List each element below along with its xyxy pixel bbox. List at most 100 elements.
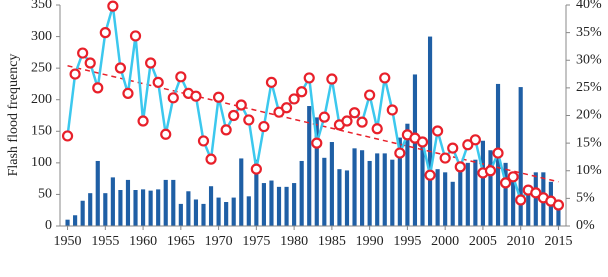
ratio-marker bbox=[303, 72, 315, 84]
bar bbox=[405, 123, 410, 226]
ratio-marker bbox=[326, 73, 338, 85]
bar bbox=[224, 202, 229, 226]
bar bbox=[254, 159, 259, 226]
bar bbox=[95, 160, 100, 226]
bar bbox=[171, 179, 176, 226]
bar bbox=[103, 193, 108, 226]
ratio-marker bbox=[499, 177, 512, 189]
bar bbox=[526, 188, 531, 226]
ratio-marker bbox=[379, 72, 391, 84]
ratio-marker bbox=[484, 165, 497, 177]
bar bbox=[352, 148, 357, 226]
bar bbox=[292, 183, 297, 226]
ratio-marker bbox=[356, 116, 368, 128]
ratio-marker bbox=[265, 76, 278, 88]
bar bbox=[518, 87, 523, 226]
bar bbox=[80, 200, 85, 226]
ratio-marker bbox=[386, 104, 398, 116]
bar bbox=[193, 199, 199, 226]
ratio-marker bbox=[92, 82, 104, 94]
ratio-marker bbox=[432, 125, 444, 137]
bar bbox=[458, 169, 463, 226]
x-tick-label: 2000 bbox=[431, 234, 459, 249]
bar bbox=[65, 219, 70, 226]
bar bbox=[503, 162, 508, 226]
ratio-marker bbox=[462, 139, 474, 151]
ratio-marker bbox=[296, 86, 308, 98]
bar bbox=[269, 180, 274, 226]
y-tick-label: 250 bbox=[31, 60, 52, 75]
ratio-marker bbox=[84, 57, 96, 69]
y2-tick-label: 0% bbox=[576, 218, 595, 233]
bar bbox=[322, 157, 327, 226]
bar bbox=[382, 153, 387, 226]
ratio-marker bbox=[114, 62, 127, 74]
ratio-marker bbox=[250, 163, 262, 175]
x-tick-label: 1995 bbox=[393, 234, 421, 249]
ratio-marker bbox=[469, 134, 481, 146]
bar bbox=[261, 183, 266, 226]
bar bbox=[118, 190, 123, 226]
ratio-marker bbox=[235, 99, 247, 111]
bar bbox=[314, 117, 319, 226]
y2-tick-label: 20% bbox=[576, 108, 602, 123]
x-tick-label: 1975 bbox=[242, 234, 270, 249]
y-tick-label: 0 bbox=[45, 218, 52, 233]
x-tick-label: 2015 bbox=[544, 234, 572, 249]
x-tick-label: 1960 bbox=[129, 234, 157, 249]
ratio-marker bbox=[394, 147, 406, 159]
y2-tick-label: 30% bbox=[576, 52, 602, 67]
bar bbox=[178, 203, 183, 226]
x-tick-label: 2005 bbox=[469, 234, 497, 249]
bar bbox=[337, 169, 342, 226]
bar bbox=[239, 158, 244, 226]
x-tick-label: 1990 bbox=[356, 234, 384, 249]
ratio-marker bbox=[424, 169, 436, 181]
ratio-marker bbox=[552, 199, 565, 211]
bar bbox=[344, 170, 350, 226]
bar bbox=[140, 189, 146, 226]
ratio-marker bbox=[99, 27, 111, 39]
ratio-marker bbox=[341, 115, 353, 127]
ratio-marker bbox=[439, 152, 451, 164]
bar bbox=[427, 36, 433, 227]
ratio-marker bbox=[190, 90, 202, 102]
ratio-marker bbox=[318, 111, 330, 123]
ratio-line bbox=[66, 5, 560, 207]
bar bbox=[133, 190, 138, 226]
ratio-marker bbox=[492, 147, 504, 159]
bar bbox=[367, 160, 372, 226]
bar bbox=[360, 150, 365, 226]
ratio-marker bbox=[212, 91, 225, 103]
ratio-marker bbox=[129, 30, 142, 42]
bar bbox=[329, 142, 334, 226]
x-tick-label: 1980 bbox=[280, 234, 308, 249]
ratio-marker bbox=[280, 102, 293, 114]
x-tick-label: 2010 bbox=[507, 234, 535, 249]
ratio-marker bbox=[107, 0, 119, 12]
bar bbox=[208, 186, 214, 226]
bar bbox=[420, 143, 425, 226]
bar bbox=[201, 203, 206, 226]
bar bbox=[375, 153, 380, 226]
x-tick-label: 1965 bbox=[167, 234, 195, 249]
y2-tick-label: 25% bbox=[576, 80, 602, 95]
ratio-marker bbox=[77, 47, 89, 59]
bar bbox=[307, 106, 312, 226]
bar bbox=[88, 193, 93, 226]
y-tick-label: 300 bbox=[31, 29, 52, 44]
bar bbox=[186, 191, 191, 226]
ratio-marker bbox=[152, 76, 164, 88]
ratio-marker bbox=[167, 92, 179, 104]
ratio-marker bbox=[228, 109, 240, 122]
bar bbox=[511, 172, 516, 226]
bar bbox=[443, 172, 448, 226]
bar bbox=[480, 140, 486, 226]
ratio-marker bbox=[69, 68, 81, 80]
bar bbox=[156, 189, 161, 226]
ratio-marker bbox=[447, 142, 459, 154]
x-tick-label: 1970 bbox=[205, 234, 233, 249]
y-tick-label: 200 bbox=[31, 92, 52, 107]
bar bbox=[435, 169, 440, 226]
